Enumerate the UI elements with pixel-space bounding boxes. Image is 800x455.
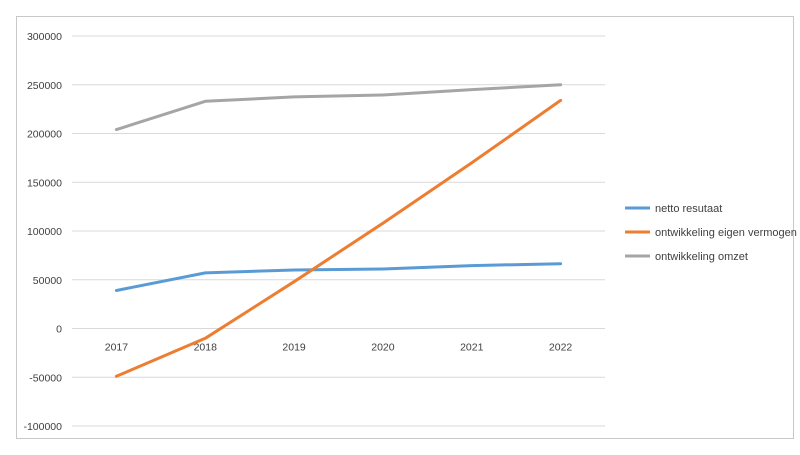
- legend-label: ontwikkeling omzet: [655, 251, 748, 263]
- data-point: [115, 375, 118, 378]
- data-point: [559, 99, 562, 102]
- data-point: [293, 95, 296, 98]
- y-tick-label: 300000: [27, 31, 62, 43]
- data-point: [204, 100, 207, 103]
- y-tick-label: 50000: [33, 275, 62, 287]
- data-point: [381, 222, 384, 225]
- series-line-3: [114, 83, 563, 132]
- y-tick-label: 250000: [27, 80, 62, 92]
- chart-frame: [16, 16, 794, 439]
- data-point: [115, 128, 118, 131]
- data-point: [204, 271, 207, 274]
- x-tick-label: 2022: [549, 342, 573, 354]
- data-point: [559, 262, 562, 265]
- series-line-2: [114, 98, 563, 378]
- data-point: [381, 268, 384, 271]
- y-tick-label: -100000: [23, 421, 62, 433]
- y-tick-label: 150000: [27, 177, 62, 189]
- data-point: [293, 280, 296, 283]
- y-tick-label: 200000: [27, 129, 62, 141]
- legend-label: netto resutaat: [655, 203, 722, 215]
- x-tick-label: 2020: [371, 342, 395, 354]
- data-point: [381, 93, 384, 96]
- x-tick-label: 2017: [105, 342, 129, 354]
- data-point: [204, 337, 207, 340]
- legend-label: ontwikkeling eigen vermogen: [655, 227, 797, 239]
- x-tick-label: 2019: [282, 342, 306, 354]
- data-point: [293, 269, 296, 272]
- data-point: [470, 161, 473, 164]
- series-line-1: [114, 262, 563, 292]
- y-tick-label: 100000: [27, 226, 62, 238]
- data-point: [115, 289, 118, 292]
- data-point: [470, 88, 473, 91]
- data-point: [559, 83, 562, 86]
- x-tick-label: 2021: [460, 342, 484, 354]
- x-tick-label: 2018: [194, 342, 218, 354]
- data-point: [470, 264, 473, 267]
- y-tick-label: -50000: [29, 372, 62, 384]
- y-tick-label: 0: [56, 324, 62, 336]
